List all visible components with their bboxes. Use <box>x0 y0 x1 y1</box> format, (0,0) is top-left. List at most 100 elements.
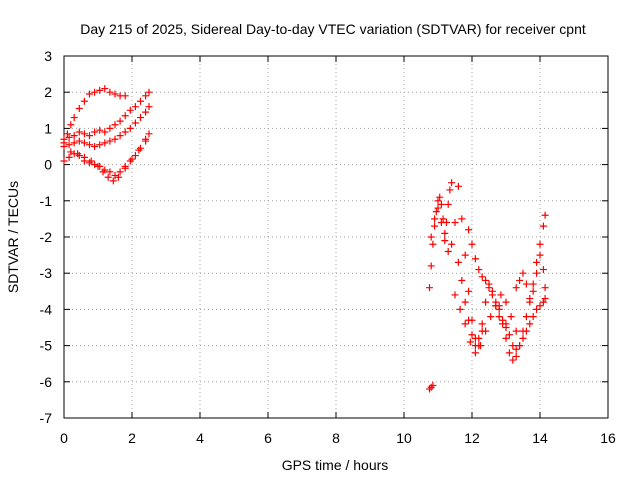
y-tick-label: -3 <box>40 265 53 281</box>
x-tick-labels: 0 2 4 6 8 10 12 14 16 <box>60 430 616 446</box>
y-tick-label: -6 <box>40 374 53 390</box>
data-point <box>526 320 534 328</box>
data-point <box>432 208 440 216</box>
data-point <box>145 130 153 138</box>
data-point <box>137 97 144 105</box>
data-point <box>497 291 505 299</box>
data-point <box>106 124 114 132</box>
data-point <box>509 342 517 350</box>
data-point <box>114 173 122 181</box>
data-point <box>94 162 102 170</box>
data-point <box>431 215 439 223</box>
data-point <box>451 291 459 299</box>
y-tick-label: 2 <box>44 84 52 100</box>
data-point <box>454 258 462 266</box>
data-point <box>427 383 435 391</box>
data-point <box>456 305 464 313</box>
data-point <box>536 240 544 248</box>
x-tick-label: 6 <box>264 430 272 446</box>
x-axis-label: GPS time / hours <box>282 457 389 473</box>
data-point <box>512 352 520 360</box>
series-early-mid-band-2 <box>60 103 153 150</box>
data-point <box>142 92 150 100</box>
data-point <box>502 298 510 306</box>
data-point <box>512 327 520 335</box>
data-point <box>529 313 537 321</box>
data-point <box>461 251 469 259</box>
data-point <box>441 237 449 245</box>
data-points <box>60 85 549 393</box>
data-point <box>63 130 71 138</box>
data-point <box>475 266 483 274</box>
data-point <box>444 247 452 255</box>
data-point <box>512 345 520 353</box>
data-point <box>91 88 99 96</box>
data-point <box>121 92 129 100</box>
data-point <box>434 197 442 205</box>
data-point <box>121 112 129 120</box>
data-point <box>458 276 466 284</box>
data-point <box>70 114 78 122</box>
data-point <box>70 139 78 147</box>
data-point <box>446 186 454 194</box>
data-point <box>101 85 109 93</box>
y-tick-label: -1 <box>40 193 53 209</box>
data-point <box>80 97 88 105</box>
data-point <box>86 132 93 140</box>
data-point <box>111 90 119 98</box>
data-point <box>468 331 476 339</box>
data-point <box>137 114 144 122</box>
data-point <box>75 137 83 145</box>
chart-title: Day 215 of 2025, Sidereal Day-to-day VTE… <box>80 21 586 37</box>
data-point <box>80 139 88 147</box>
data-point <box>448 240 456 248</box>
data-point <box>86 141 93 149</box>
series-late-right-pass-2 <box>502 295 549 353</box>
data-point <box>427 233 435 241</box>
x-tick-label: 2 <box>128 430 136 446</box>
x-tick-label: 8 <box>332 430 340 446</box>
data-point <box>101 128 109 136</box>
data-point <box>75 104 83 112</box>
series-early-upper-arc <box>60 85 129 147</box>
data-point <box>145 88 153 96</box>
data-point <box>533 258 541 266</box>
data-point <box>67 148 75 156</box>
data-point <box>471 255 479 263</box>
data-point <box>99 168 107 176</box>
y-tick-label: -5 <box>40 338 53 354</box>
data-point <box>109 177 117 185</box>
data-point <box>131 103 139 111</box>
data-point <box>96 86 104 94</box>
data-point <box>488 291 496 299</box>
data-point <box>475 334 483 342</box>
data-point <box>495 302 503 310</box>
data-point <box>485 284 493 292</box>
data-point <box>111 135 119 143</box>
y-tick-label: -7 <box>40 410 53 426</box>
x-tick-label: 4 <box>196 430 204 446</box>
data-point <box>529 287 537 295</box>
data-point <box>539 298 547 306</box>
data-point <box>111 171 119 179</box>
data-point <box>131 119 139 127</box>
data-point <box>126 106 134 114</box>
data-point <box>519 269 527 277</box>
data-point <box>70 132 78 140</box>
data-point <box>65 133 73 141</box>
data-point <box>507 313 515 321</box>
data-point <box>499 316 507 324</box>
data-point <box>541 295 549 303</box>
series-late-right-pass <box>495 211 549 364</box>
data-point <box>121 128 129 136</box>
data-point <box>86 90 93 98</box>
data-point <box>512 284 520 292</box>
y-tick-label: 1 <box>44 120 52 136</box>
data-point <box>441 229 449 237</box>
data-point <box>522 280 530 288</box>
tick-marks <box>63 55 609 419</box>
data-point <box>75 152 83 160</box>
series-early-dip <box>67 135 150 185</box>
data-point <box>437 200 445 208</box>
data-point <box>128 155 136 163</box>
